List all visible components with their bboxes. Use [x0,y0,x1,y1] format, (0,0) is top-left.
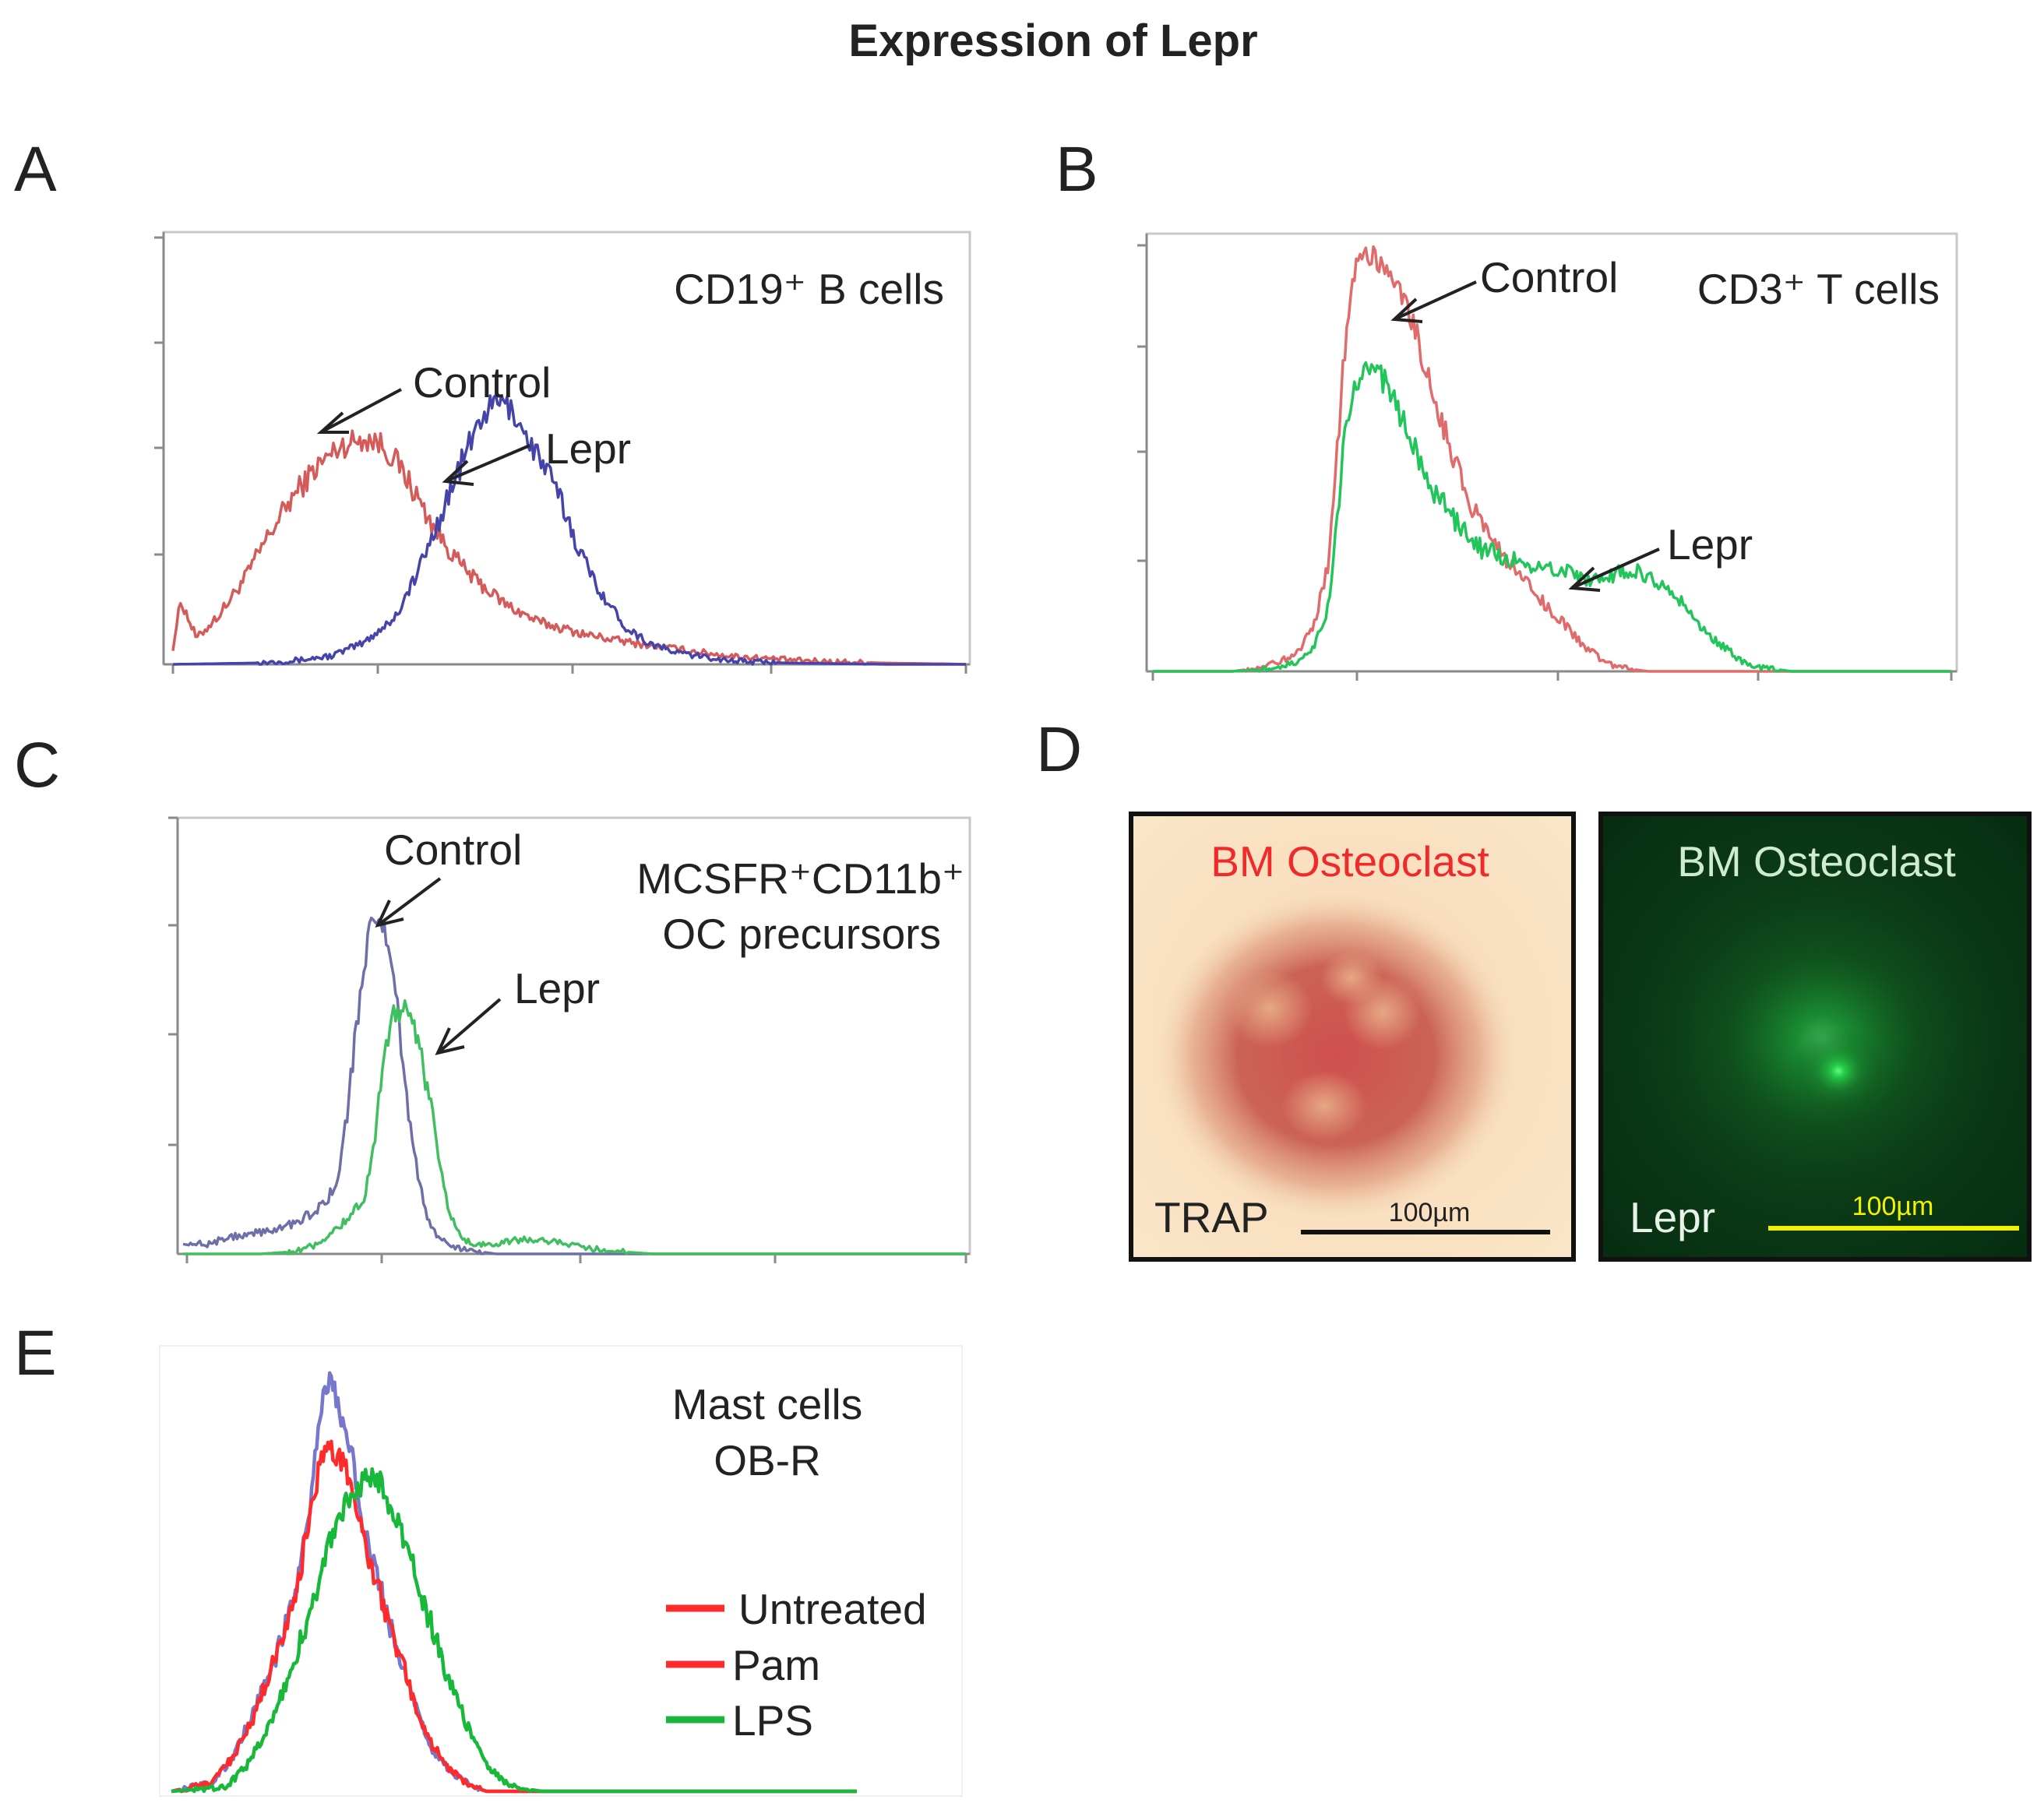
panel-c-ticks [168,816,967,1263]
figure-title: Expression of Lepr [848,16,1257,66]
panel-a-cell-label: CD19⁺ B cells [674,265,944,313]
panel-d-trap-image: BM Osteoclast TRAP 100µm [1129,812,1576,1262]
trap-stain-label: TRAP [1154,1193,1269,1241]
panel-letter-d: D [1036,714,1082,785]
panel-d-lepr-image: BM Osteoclast Lepr 100µm [1598,812,2032,1262]
panel-c-series [182,916,966,1255]
panel-c-cell-label-2: OC precursors [662,910,941,958]
panel-a-annotation-lepr: Lepr [545,424,631,473]
legend-label-untreated: Untreated [738,1585,927,1633]
series-line-lepr [173,393,966,666]
panel-c-chart: MCSFR⁺CD11b⁺ OC precursors Control Lepr [168,816,971,1263]
panel-a-ticks [154,236,967,674]
panel-b-series [1153,245,1951,673]
panel-e-frame [159,1345,963,1797]
panel-c-annotation-lepr: Lepr [514,964,600,1012]
series-line-lepr [183,999,966,1255]
panel-b-chart: CD3⁺ T cells Control Lepr [1137,232,1958,681]
panel-e-legend: Untreated Pam LPS [666,1585,927,1745]
panel-e-chart: Mast cells OB-R Untreated Pam LPS [159,1345,963,1797]
panel-e-cell-label: Mast cells [672,1380,863,1428]
panel-e-series [171,1371,858,1794]
panel-a-series [171,393,967,666]
panel-a-arrow-lepr [442,444,530,486]
lepr-scale-label: 100µm [1852,1192,1934,1221]
panel-a-arrow-control [316,388,402,434]
panel-b-ticks [1137,244,1953,681]
trap-image-title: BM Osteoclast [1211,837,1489,886]
panel-c-cell-label: MCSFR⁺CD11b⁺ [636,854,964,903]
trap-scale-label: 100µm [1389,1198,1471,1227]
panel-letter-b: B [1055,134,1098,205]
panel-b-annotation-control: Control [1480,253,1618,301]
panel-letter-c: C [14,730,60,801]
panel-b-cell-label: CD3⁺ T cells [1697,265,1940,313]
panel-b-arrow-lepr [1568,548,1660,592]
panel-e-cell-label-2: OB-R [714,1436,821,1484]
lepr-image-title: BM Osteoclast [1677,837,1956,886]
series-line-lps [171,1467,858,1794]
series-line-lepr [1153,361,1951,673]
legend-label-lps: LPS [732,1696,813,1745]
legend-label-pam: Pam [732,1641,820,1689]
panel-a-chart: CD19⁺ B cells Control Lepr [154,231,971,674]
panel-c-arrow-lepr [435,998,502,1055]
panel-b-annotation-lepr: Lepr [1667,520,1753,569]
panel-c-annotation-control: Control [384,826,522,874]
panel-a-annotation-control: Control [413,358,551,407]
panel-c-arrow-control [375,877,442,928]
panel-letter-a: A [14,134,57,205]
panel-b-arrow-control [1390,280,1477,323]
panel-letter-e: E [14,1318,57,1389]
lepr-stain-label: Lepr [1630,1193,1715,1241]
